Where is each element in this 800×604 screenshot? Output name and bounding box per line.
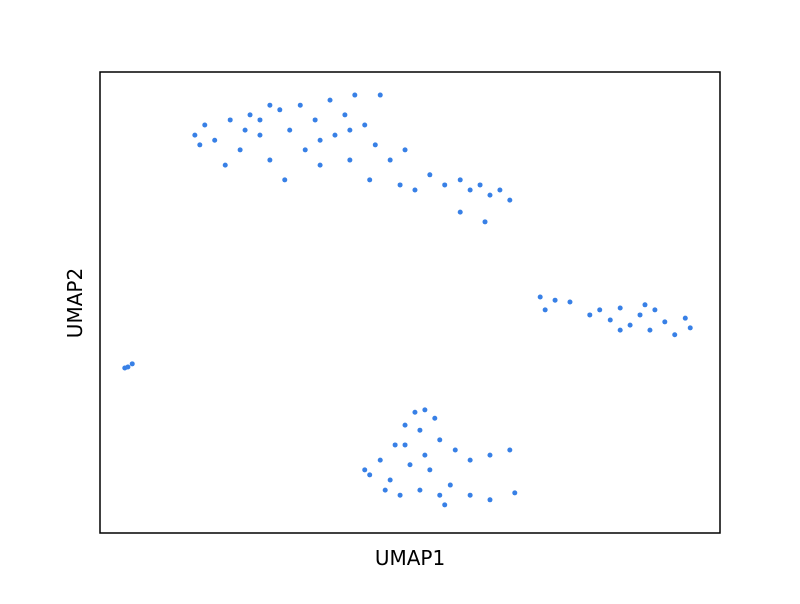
point: [237, 147, 243, 153]
point: [267, 157, 273, 163]
point: [497, 187, 503, 193]
point: [129, 361, 135, 367]
point: [407, 462, 413, 468]
point: [567, 299, 573, 305]
point: [422, 407, 428, 413]
point: [317, 137, 323, 143]
point: [427, 172, 433, 178]
point: [637, 312, 643, 318]
point: [662, 319, 668, 325]
point: [542, 307, 548, 313]
point: [202, 122, 208, 128]
point: [477, 182, 483, 188]
point: [587, 312, 593, 318]
point: [277, 107, 283, 113]
point: [377, 457, 383, 463]
point: [537, 294, 543, 300]
point: [687, 325, 693, 331]
point: [487, 452, 493, 458]
point: [442, 182, 448, 188]
point: [247, 112, 253, 118]
point: [412, 187, 418, 193]
point: [212, 137, 218, 143]
point: [627, 322, 633, 328]
point: [302, 147, 308, 153]
point: [417, 487, 423, 493]
point: [257, 132, 263, 138]
point: [432, 415, 438, 421]
point: [347, 127, 353, 133]
point: [367, 472, 373, 478]
point: [387, 477, 393, 483]
point: [267, 102, 273, 108]
point: [317, 162, 323, 168]
point: [347, 157, 353, 163]
point: [437, 437, 443, 443]
point: [607, 317, 613, 323]
point: [617, 327, 623, 333]
point: [447, 482, 453, 488]
point: [387, 157, 393, 163]
point: [672, 332, 678, 338]
point: [682, 315, 688, 321]
point: [642, 302, 648, 308]
point: [382, 487, 388, 493]
point: [362, 122, 368, 128]
point: [397, 182, 403, 188]
point: [122, 365, 128, 371]
point: [467, 187, 473, 193]
point: [402, 147, 408, 153]
point: [282, 177, 288, 183]
point: [192, 132, 198, 138]
point: [617, 305, 623, 311]
point: [372, 142, 378, 148]
point: [257, 117, 263, 123]
point: [457, 177, 463, 183]
point: [507, 197, 513, 203]
point: [437, 492, 443, 498]
point: [467, 492, 473, 498]
point: [342, 112, 348, 118]
point: [457, 209, 463, 215]
point: [512, 490, 518, 496]
point: [422, 452, 428, 458]
point: [222, 162, 228, 168]
point: [442, 502, 448, 508]
point: [452, 447, 458, 453]
point: [242, 127, 248, 133]
point: [197, 142, 203, 148]
y-axis-label: UMAP2: [63, 268, 87, 338]
point: [377, 92, 383, 98]
point: [427, 467, 433, 473]
point: [402, 442, 408, 448]
point: [327, 97, 333, 103]
point: [312, 117, 318, 123]
point: [287, 127, 293, 133]
point: [412, 409, 418, 415]
point: [467, 457, 473, 463]
point: [487, 497, 493, 503]
point: [397, 492, 403, 498]
point: [362, 467, 368, 473]
point: [227, 117, 233, 123]
point: [367, 177, 373, 183]
point: [402, 422, 408, 428]
point: [652, 307, 658, 313]
point: [482, 219, 488, 225]
point: [297, 102, 303, 108]
point: [552, 297, 558, 303]
x-axis-label: UMAP1: [375, 546, 445, 570]
plot-frame: [99, 71, 721, 534]
point: [487, 192, 493, 198]
point: [507, 447, 513, 453]
point: [597, 307, 603, 313]
point: [352, 92, 358, 98]
point: [332, 132, 338, 138]
point: [417, 427, 423, 433]
point: [392, 442, 398, 448]
point: [647, 327, 653, 333]
